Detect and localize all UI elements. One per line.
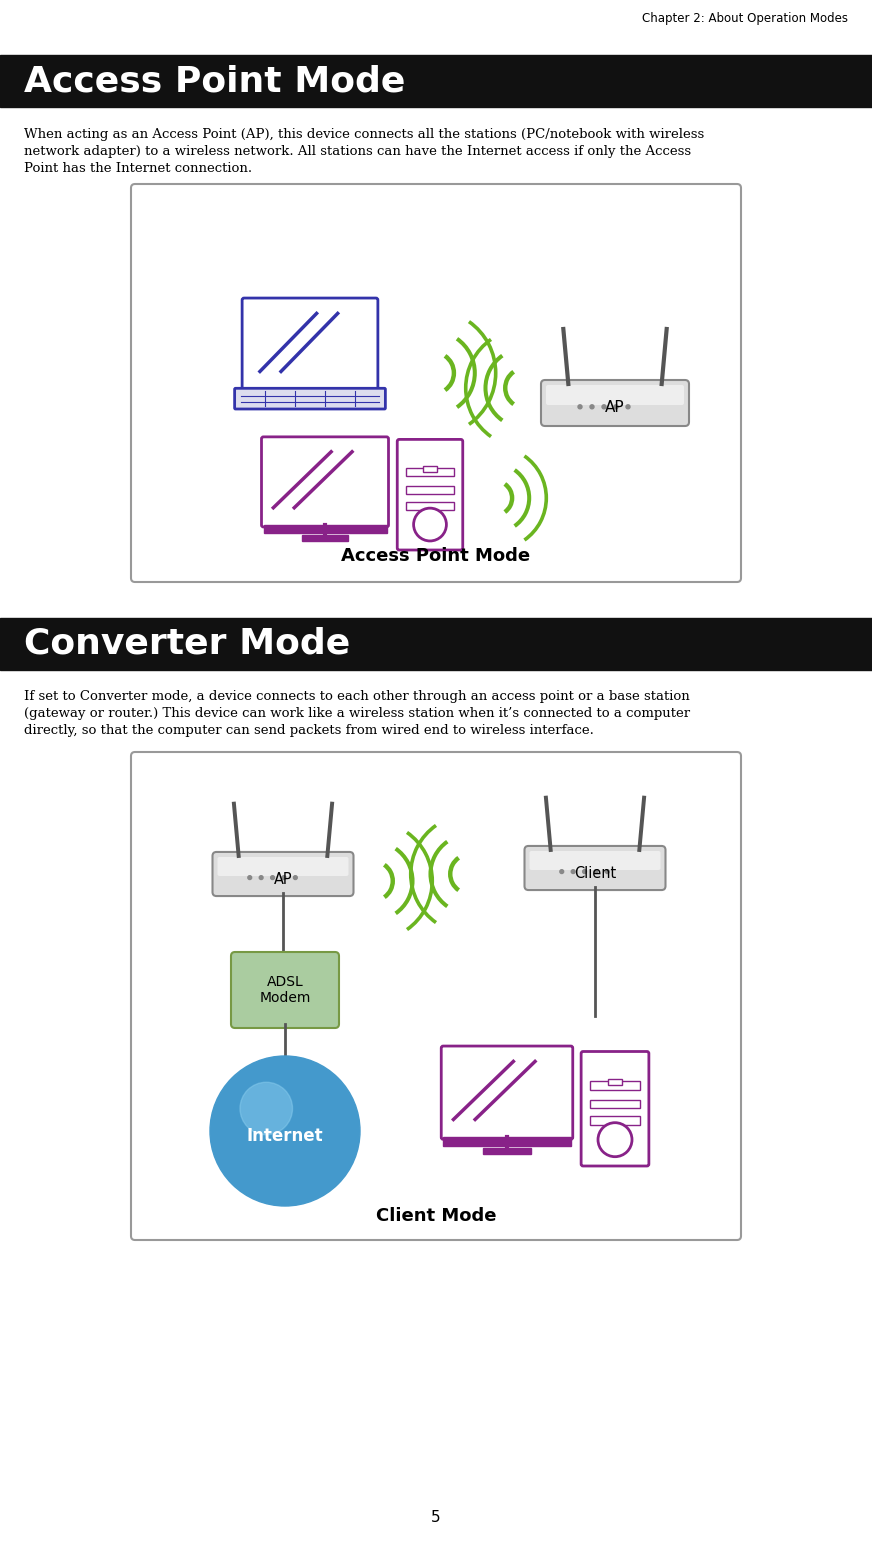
Bar (302, 535, 348, 541)
Text: Client: Client (574, 866, 617, 880)
Circle shape (594, 869, 598, 874)
Bar (263, 526, 386, 533)
FancyBboxPatch shape (524, 846, 665, 889)
Text: Access Point Mode: Access Point Mode (24, 64, 405, 98)
Bar (608, 1079, 622, 1085)
Text: Internet: Internet (247, 1127, 324, 1144)
FancyBboxPatch shape (131, 753, 741, 1239)
Text: Access Point Mode: Access Point Mode (342, 547, 530, 564)
FancyBboxPatch shape (262, 437, 389, 527)
Bar (405, 487, 454, 494)
Circle shape (571, 869, 575, 874)
Text: If set to Converter mode, a device connects to each other through an access poin: If set to Converter mode, a device conne… (24, 690, 690, 703)
Bar (590, 1116, 640, 1124)
Bar (405, 468, 454, 476)
Text: directly, so that the computer can send packets from wired end to wireless inter: directly, so that the computer can send … (24, 725, 594, 737)
Text: ADSL
Modem: ADSL Modem (259, 975, 310, 1005)
Text: Client Mode: Client Mode (376, 1207, 496, 1225)
Bar (590, 1099, 640, 1109)
Text: network adapter) to a wireless network. All stations can have the Internet acces: network adapter) to a wireless network. … (24, 145, 691, 159)
Circle shape (614, 404, 618, 409)
Circle shape (602, 404, 606, 409)
Text: When acting as an Access Point (AP), this device connects all the stations (PC/n: When acting as an Access Point (AP), thi… (24, 128, 705, 142)
Circle shape (240, 1082, 292, 1135)
Circle shape (626, 404, 630, 409)
Bar (405, 502, 454, 510)
Circle shape (248, 875, 252, 880)
FancyBboxPatch shape (217, 857, 349, 875)
FancyBboxPatch shape (581, 1051, 649, 1166)
Bar (424, 466, 437, 471)
FancyBboxPatch shape (546, 386, 684, 404)
FancyBboxPatch shape (441, 1047, 573, 1140)
Circle shape (578, 404, 582, 409)
Circle shape (210, 1056, 360, 1207)
Text: AP: AP (605, 401, 625, 415)
Circle shape (270, 875, 275, 880)
Circle shape (582, 869, 587, 874)
Circle shape (294, 875, 297, 880)
FancyBboxPatch shape (231, 952, 339, 1028)
Circle shape (259, 875, 263, 880)
FancyBboxPatch shape (529, 851, 660, 869)
Text: 5: 5 (431, 1510, 441, 1524)
Circle shape (605, 869, 610, 874)
Text: (gateway or router.) This device can work like a wireless station when it’s conn: (gateway or router.) This device can wor… (24, 708, 690, 720)
Bar (0, 54, 872, 107)
Bar (483, 1148, 531, 1154)
FancyBboxPatch shape (242, 299, 378, 392)
FancyBboxPatch shape (398, 440, 463, 550)
FancyBboxPatch shape (541, 379, 689, 426)
Circle shape (282, 875, 286, 880)
FancyBboxPatch shape (131, 183, 741, 582)
Text: Converter Mode: Converter Mode (24, 627, 351, 661)
Text: Chapter 2: About Operation Modes: Chapter 2: About Operation Modes (642, 12, 848, 25)
Text: Point has the Internet connection.: Point has the Internet connection. (24, 162, 252, 176)
Text: AP: AP (274, 871, 292, 886)
Bar (443, 1137, 571, 1146)
FancyBboxPatch shape (213, 852, 353, 896)
Bar (590, 1081, 640, 1090)
Circle shape (560, 869, 563, 874)
Bar (0, 617, 872, 670)
Circle shape (598, 1123, 632, 1157)
Circle shape (413, 508, 446, 541)
FancyBboxPatch shape (235, 389, 385, 409)
Circle shape (590, 404, 594, 409)
